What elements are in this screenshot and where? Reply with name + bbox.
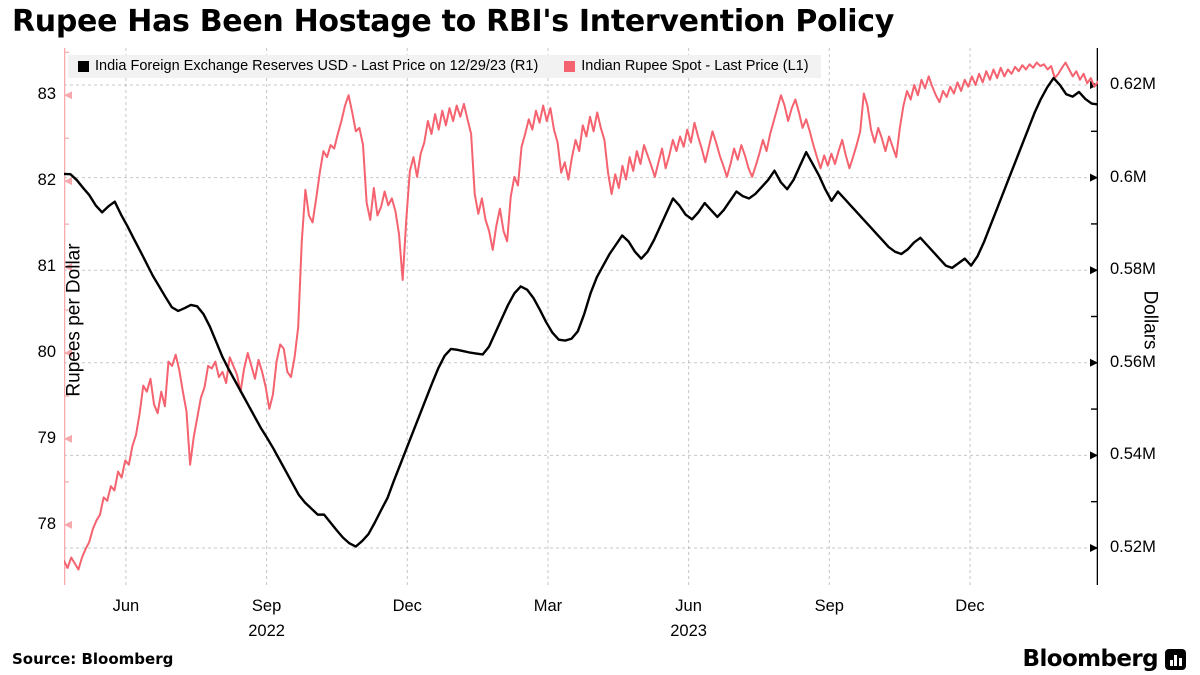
source-note: Source: Bloomberg xyxy=(12,650,174,668)
right-axis-tick-label: 0.56M xyxy=(1110,352,1156,371)
bar-chart-icon xyxy=(1165,648,1186,670)
legend-swatch-rupee xyxy=(564,60,576,72)
x-axis-tick-label: Jun xyxy=(112,597,140,615)
x-axis-tick-label: Sep xyxy=(251,597,282,615)
left-axis-tick-label: 82 xyxy=(37,171,56,190)
legend-item-reserves[interactable]: India Foreign Exchange Reserves USD - La… xyxy=(78,59,538,74)
chart-legend: India Foreign Exchange Reserves USD - La… xyxy=(68,55,821,78)
legend-swatch-reserves xyxy=(78,60,89,72)
left-axis-tick-label: 83 xyxy=(37,85,56,104)
right-axis-tick-label: 0.62M xyxy=(1110,75,1156,94)
x-axis-tick-label: Dec xyxy=(955,597,985,615)
x-axis-tick-label: Sep xyxy=(814,597,844,615)
x-axis-year-label: 2022 xyxy=(248,622,285,640)
page-title: Rupee Has Been Hostage to RBI's Interven… xyxy=(12,4,895,39)
right-axis-title: Dollars xyxy=(1139,290,1161,350)
x-axis-year-label: 2023 xyxy=(670,622,707,640)
right-axis-tick-label: 0.58M xyxy=(1110,260,1156,279)
x-axis-tick-label: Dec xyxy=(392,597,422,615)
left-axis-tick-label: 78 xyxy=(37,514,56,533)
x-axis-tick-label: Mar xyxy=(533,597,563,615)
bloomberg-brand: Bloomberg xyxy=(1023,646,1186,672)
right-axis-tick-label: 0.54M xyxy=(1110,445,1156,464)
legend-label-reserves: India Foreign Exchange Reserves USD - La… xyxy=(95,58,539,74)
left-axis-tick-label: 79 xyxy=(37,428,56,447)
left-axis-title: Rupees per Dollar xyxy=(63,243,85,397)
right-axis-title-wrap: Dollars xyxy=(1140,240,1194,400)
plot-svg xyxy=(64,48,1098,585)
right-axis-tick-label: 0.52M xyxy=(1110,537,1156,556)
x-axis-tick-label: Jun xyxy=(675,597,702,615)
plot-area xyxy=(64,48,1098,585)
legend-item-rupee[interactable]: Indian Rupee Spot - Last Price (L1) xyxy=(564,58,809,74)
left-axis-tick-label: 80 xyxy=(37,343,56,362)
legend-label-rupee: Indian Rupee Spot - Last Price (L1) xyxy=(581,58,809,74)
brand-name: Bloomberg xyxy=(1022,646,1159,672)
left-axis-tick-label: 81 xyxy=(37,257,56,276)
right-axis-tick-label: 0.6M xyxy=(1110,167,1147,186)
